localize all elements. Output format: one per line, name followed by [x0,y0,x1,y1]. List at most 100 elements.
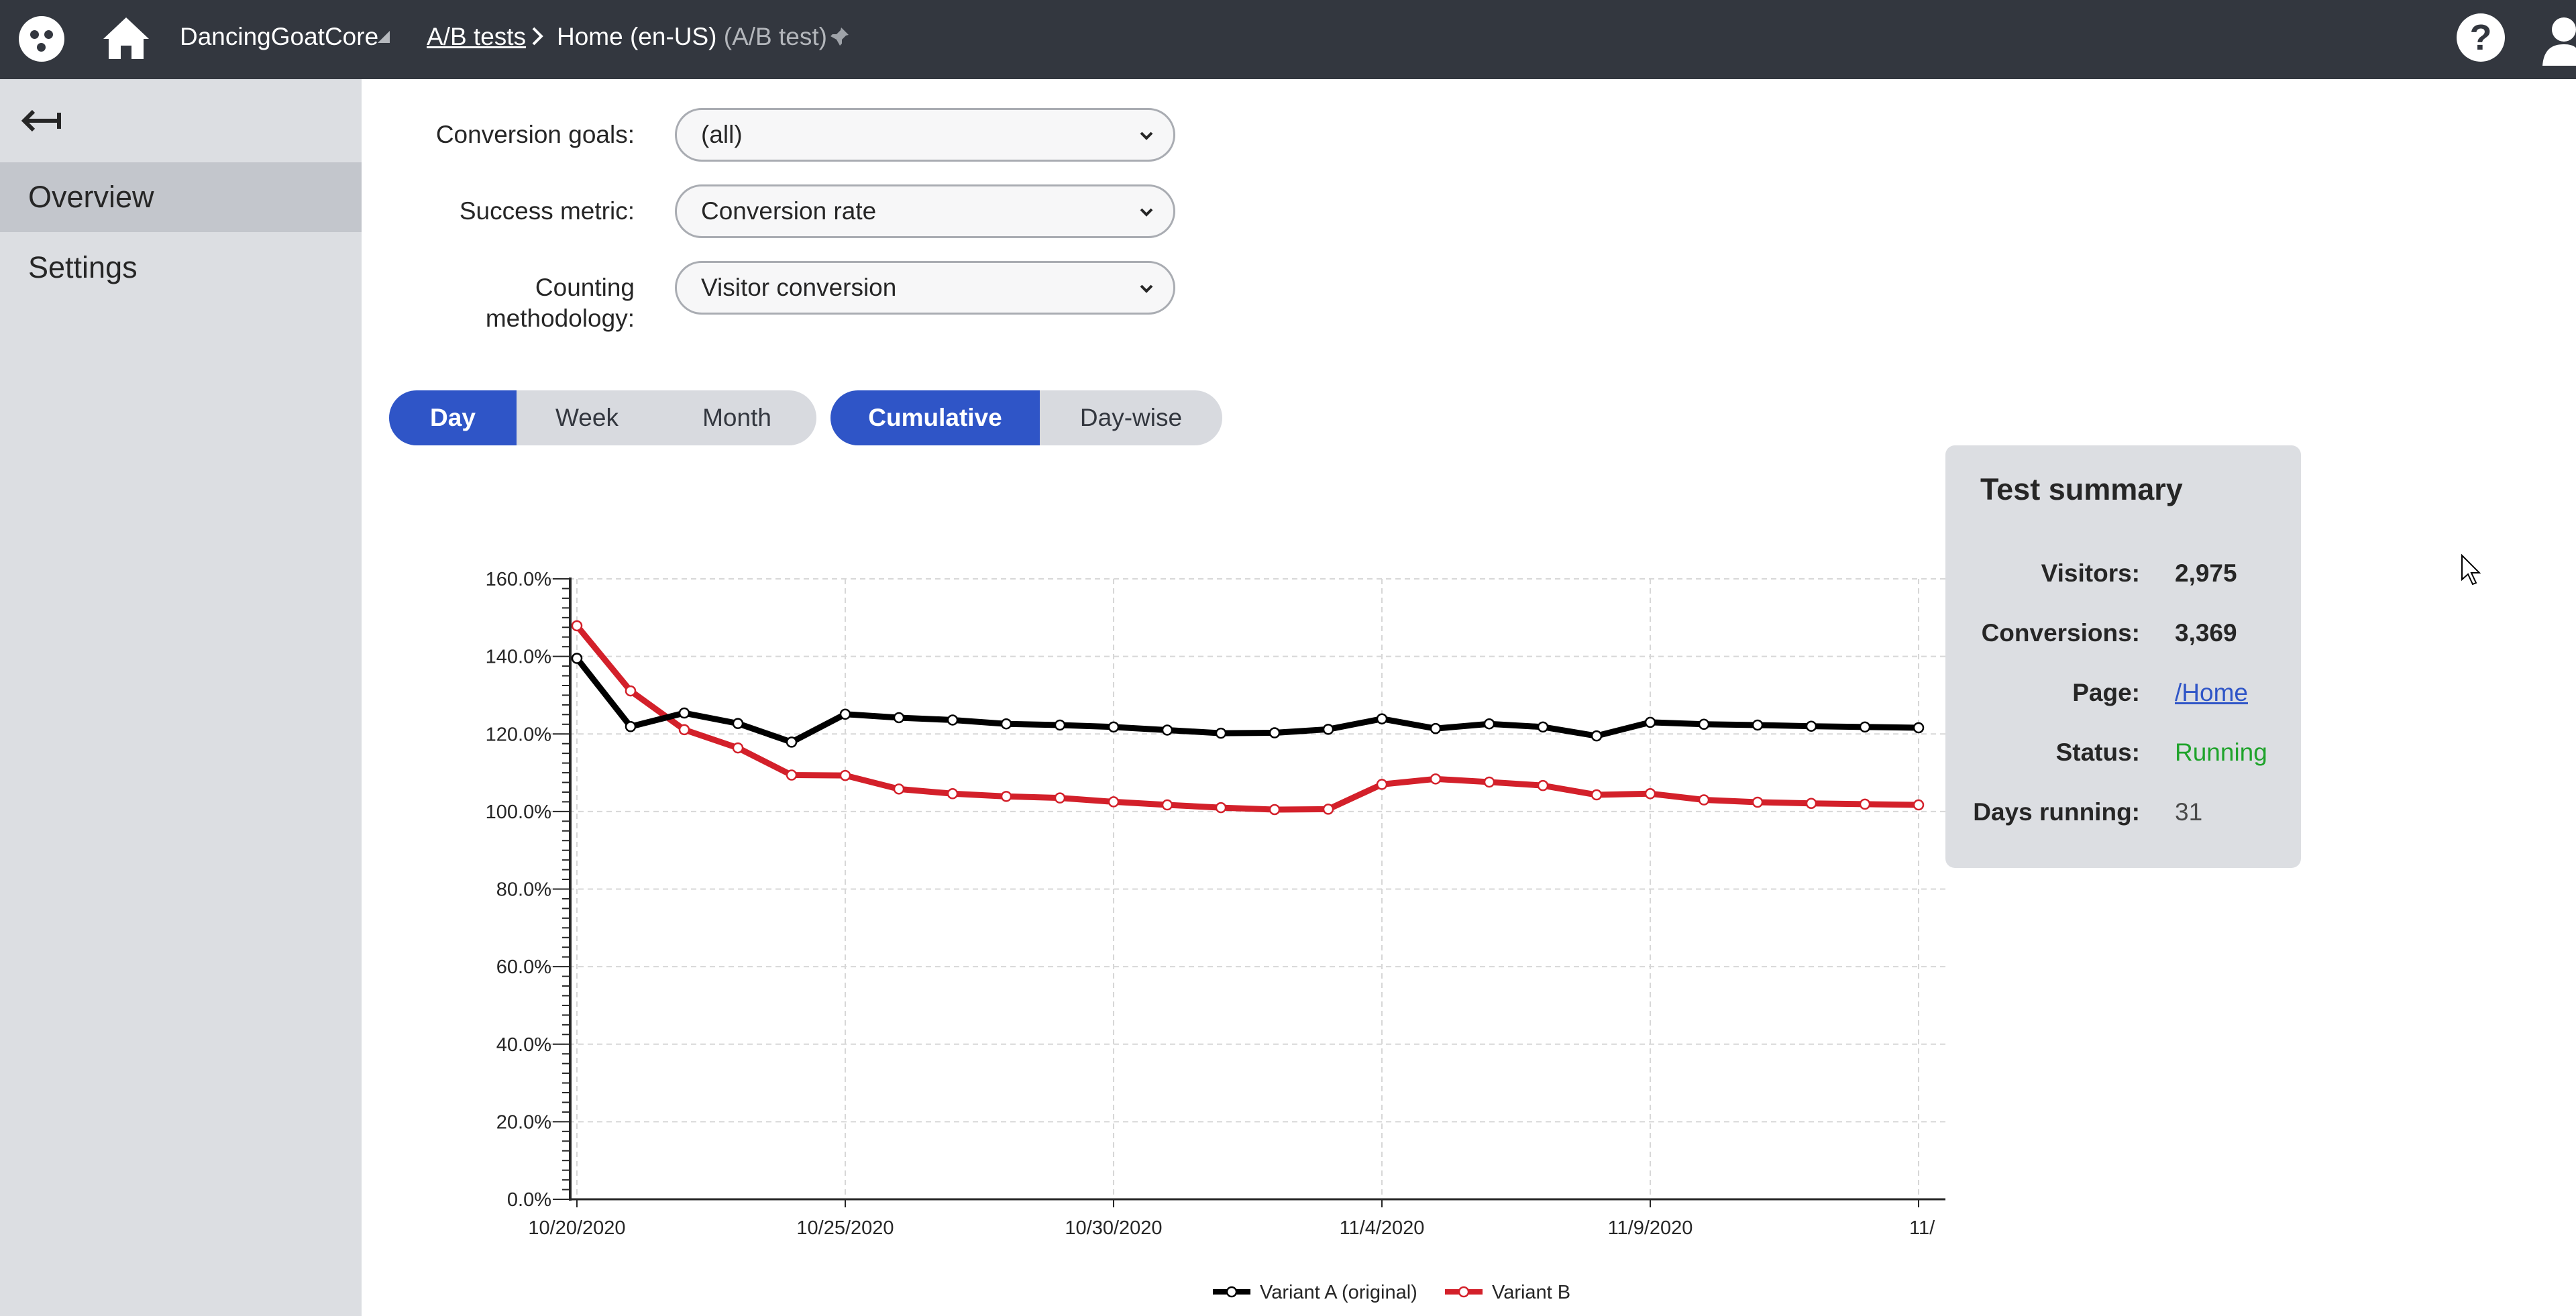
chevron-right-icon [532,27,543,46]
data-point [1108,796,1120,808]
counting-methodology-select[interactable]: Visitor conversion [675,261,1175,315]
chevron-down-icon [1140,284,1153,293]
y-tick-label: 0.0% [507,1189,551,1211]
y-tick-label: 40.0% [496,1034,551,1056]
data-point [839,708,851,720]
data-point [1913,799,1925,811]
data-point [1000,718,1012,730]
success-metric-label: Success metric: [459,197,635,225]
y-tick-label: 20.0% [496,1111,551,1133]
days-running-value: 31 [2175,798,2203,826]
data-point [1376,713,1388,724]
data-point [1698,794,1710,806]
test-summary-title: Test summary [1980,472,2183,506]
legend-label: Variant A (original) [1260,1282,1417,1303]
breadcrumb-page-type: (A/B test) [723,23,827,50]
sidebar: Overview Settings [0,79,362,1316]
data-point [732,742,744,754]
sidebar-item-overview[interactable]: Overview [0,162,362,232]
conversion-goals-select[interactable]: (all) [675,108,1175,162]
data-point [625,721,637,732]
x-tick-label: 11/ [1909,1217,1935,1239]
sidebar-item-settings[interactable]: Settings [28,250,138,284]
x-tick-label: 10/25/2020 [796,1217,894,1239]
data-point [947,788,959,800]
data-point [571,653,583,664]
mode-cumulative-button[interactable]: Cumulative [830,390,1040,445]
chevron-down-icon [1140,208,1153,217]
help-icon[interactable]: ? [2457,13,2505,62]
data-point [1805,798,1817,809]
days-running-label: Days running: [1973,798,2140,826]
mode-daywise-button[interactable]: Day-wise [1079,404,1183,431]
user-icon[interactable] [2541,15,2576,66]
data-point [1698,718,1710,730]
data-point [1215,802,1227,814]
pin-icon[interactable] [828,25,851,48]
y-tick-label: 80.0% [496,879,551,901]
data-point [1161,724,1173,736]
page-link[interactable]: /Home [2175,679,2248,706]
data-point [1430,773,1442,785]
data-point [1591,789,1603,801]
x-tick-label: 10/30/2020 [1065,1217,1162,1239]
site-selector[interactable]: DancingGoatCore [180,23,379,50]
data-point [947,714,959,726]
y-tick-label: 60.0% [496,956,551,978]
period-week-button[interactable]: Week [555,404,619,431]
site-selector-caret-icon[interactable] [378,31,390,43]
data-point [1752,796,1764,808]
breadcrumb-ab-tests-link[interactable]: A/B tests [427,23,527,50]
back-arrow-icon[interactable] [20,106,63,135]
counting-methodology-value: Visitor conversion [701,274,897,301]
data-point [1483,718,1495,730]
period-day-button[interactable]: Day [389,390,517,445]
app-logo-icon[interactable] [19,16,64,62]
data-point [786,769,798,781]
data-point [1054,792,1066,804]
status-value: Running [2175,738,2267,766]
test-summary-card: Test summary Visitors: 2,975 Conversions… [1945,445,2301,868]
data-point [1752,719,1764,731]
data-point [678,707,690,719]
breadcrumb-current-page: Home (en-US) (A/B test) [557,23,827,51]
data-point [732,718,744,729]
conversion-rate-chart: 0.0% 20.0% 40.0% 60.0% 80.0% 100.0% 120.0% 140.… [486,569,1945,1303]
top-bar: DancingGoatCore A/B tests Home (en-US) (… [0,0,2576,79]
series-line [574,656,1919,745]
data-point [1376,779,1388,790]
success-metric-select[interactable]: Conversion rate [675,184,1175,238]
data-point [1215,727,1227,739]
data-point [893,712,905,724]
legend-marker [1226,1286,1238,1298]
data-point [893,783,905,795]
legend-marker [1458,1286,1470,1298]
home-icon[interactable] [102,15,150,62]
data-point [1430,722,1442,734]
data-point [786,736,798,748]
data-point [1322,724,1334,735]
data-point [1054,719,1066,731]
data-point [1859,721,1871,733]
counting-methodology-label-line2: methodology: [485,305,635,332]
visitors-label: Visitors: [2041,559,2140,587]
series-line [574,624,1919,813]
data-point [1591,730,1603,742]
series-group [571,620,1925,816]
period-month-button[interactable]: Month [702,404,771,431]
data-point [1644,788,1656,800]
mouse-cursor-icon [2461,554,2481,586]
data-point [1859,798,1871,810]
y-tick-label: 140.0% [486,647,551,668]
data-point [1913,722,1925,734]
conversions-value: 3,369 [2175,619,2237,647]
data-point [1322,804,1334,815]
visitors-value: 2,975 [2175,559,2237,587]
y-tick-label: 100.0% [486,802,551,823]
data-point [839,769,851,781]
data-point [625,685,637,697]
legend-label: Variant B [1492,1282,1570,1303]
x-tick-label: 10/20/2020 [528,1217,625,1239]
data-point [1161,799,1173,811]
data-point [1537,779,1549,791]
